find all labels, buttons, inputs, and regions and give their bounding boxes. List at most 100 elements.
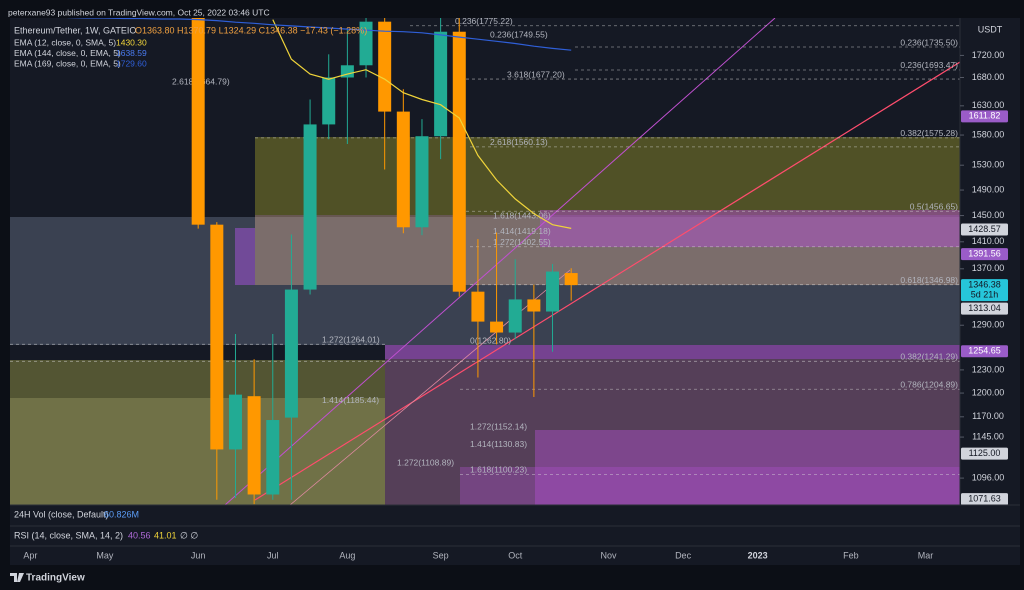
panes: 24H Vol (close, Default) RSI (14, close,…: [14, 509, 198, 540]
symbol: Ethereum/Tether, 1W, GATEIO: [14, 25, 136, 35]
zone: [540, 210, 960, 247]
zone: [460, 467, 960, 505]
fib-label: 0.382(1241.29): [900, 352, 958, 362]
pane-value: 41.01: [154, 530, 177, 540]
legend-value: 1729.60: [116, 58, 147, 68]
x-tick-label: Jul: [267, 550, 279, 560]
zone: [10, 360, 385, 505]
price-label: 1313.04: [968, 303, 1001, 313]
ohlc: O1363.80 H1370.79 L1324.29 C1346.38 −17.…: [135, 25, 367, 35]
y-tick-label: 1230.00: [972, 364, 1005, 374]
x-tick-label: Oct: [508, 550, 523, 560]
fib-label: 0.236(1749.55): [490, 30, 548, 40]
candle-body: [452, 31, 466, 292]
y-tick-label: 1450.00: [972, 210, 1005, 220]
trendline: [224, 18, 776, 505]
zones: [10, 18, 960, 505]
price-label: 1428.57: [968, 224, 1001, 234]
zone: [385, 345, 960, 505]
currency: USDT: [978, 24, 1003, 34]
y-tick-label: 1370.00: [972, 263, 1005, 273]
y-tick-label: 1410.00: [972, 236, 1005, 246]
x-tick-label: Dec: [675, 550, 692, 560]
price-axis: USDT 1720.00 1680.00 1630.00 1580.00 1530.00…: [959, 18, 1008, 506]
price-label-box: [961, 248, 1008, 261]
x-tick-label: Feb: [843, 550, 859, 560]
price-label-note: 5d 21h: [971, 289, 999, 299]
y-tick-label: 1680.00: [972, 72, 1005, 82]
y-tick-label: 1490.00: [972, 184, 1005, 194]
x-tick-label: Sep: [433, 550, 449, 560]
candle-body: [228, 394, 242, 450]
candle-body: [471, 291, 485, 322]
fib-label: 1.272(1152.14): [470, 421, 527, 431]
y-tick-label: 1580.00: [972, 129, 1005, 139]
fib-label: 0.236(1693.47): [900, 60, 958, 70]
zone: [385, 345, 960, 359]
fib-label: 0.236(1775.22): [455, 16, 513, 26]
x-tick-label: Jun: [191, 550, 206, 560]
indicator-line: [67, 18, 572, 51]
fib-label: 0(1262.80): [470, 335, 511, 345]
candle-body: [434, 31, 448, 137]
price-label-box: [961, 110, 1008, 123]
legend-value: 1430.30: [116, 37, 147, 47]
candle-body: [396, 111, 410, 228]
legend-entry: EMA (12, close, 0, SMA, 5): [14, 37, 116, 47]
price-label: 1125.00: [969, 448, 1001, 458]
candle-body: [378, 21, 392, 112]
fib-label: 1.618(1100.23): [470, 465, 527, 475]
fib-label: 1.272(1264.01): [322, 335, 380, 345]
price-label-box: [961, 223, 1008, 236]
price-label-box: [961, 345, 1008, 358]
price-label: 1071.63: [968, 494, 1001, 504]
fib-label: 1.414(1419.18): [493, 226, 551, 236]
fib-label: 0.5(1456.65): [910, 202, 958, 212]
fib-label: 0.236(1735.50): [900, 37, 958, 47]
pane-title: RSI (14, close, SMA, 14, 2): [14, 530, 123, 540]
candle-body: [266, 420, 280, 495]
candle-body: [247, 396, 261, 495]
candle-body: [284, 289, 298, 418]
trendline: [289, 269, 571, 505]
trendline: [254, 61, 960, 501]
candle-body: [303, 124, 317, 290]
y-tick-label: 1290.00: [972, 320, 1005, 330]
candle-body: [322, 77, 336, 125]
price-label-box: [961, 302, 1008, 315]
y-tick-label: 1530.00: [972, 160, 1005, 170]
price-label: 1254.65: [968, 346, 1001, 356]
candle-body: [210, 224, 224, 450]
candle-body: [508, 299, 522, 333]
indicator-line: [272, 19, 572, 229]
price-label: 1346.38: [968, 279, 1001, 289]
zone: [535, 430, 960, 505]
x-tick-label: 2023: [748, 550, 768, 560]
y-tick-label: 1200.00: [972, 387, 1005, 397]
brand: TradingView: [26, 573, 85, 584]
x-tick-label: Aug: [339, 550, 355, 560]
candle-body: [415, 136, 429, 228]
logo: [10, 573, 24, 582]
fib-label: 1.414(1185.44): [322, 395, 379, 405]
x-tick-label: Nov: [600, 550, 617, 560]
footer: TradingView: [10, 573, 85, 584]
price-label-box: [961, 279, 1008, 302]
pane-extra: ∅ ∅: [180, 530, 198, 540]
pane-value: 40.56: [128, 530, 151, 540]
y-tick-label: 1145.00: [972, 431, 1004, 441]
fib-label: 0.786(1204.89): [900, 379, 958, 389]
price-series: [67, 18, 578, 505]
price-label-box: [961, 493, 1008, 506]
fib-label: 3.618(1677.20): [507, 69, 565, 79]
x-tick-label: Mar: [918, 550, 934, 560]
candle-body: [490, 321, 504, 333]
fib-label: 0.618(1346.98): [900, 275, 958, 285]
candle-body: [191, 18, 205, 225]
candle-body: [546, 271, 560, 312]
legend-entry: EMA (144, close, 0, EMA, 5): [14, 48, 121, 58]
y-tick-label: 1096.00: [972, 472, 1005, 482]
zone: [10, 398, 385, 505]
fib-label: 2.618(1560.13): [490, 137, 548, 147]
